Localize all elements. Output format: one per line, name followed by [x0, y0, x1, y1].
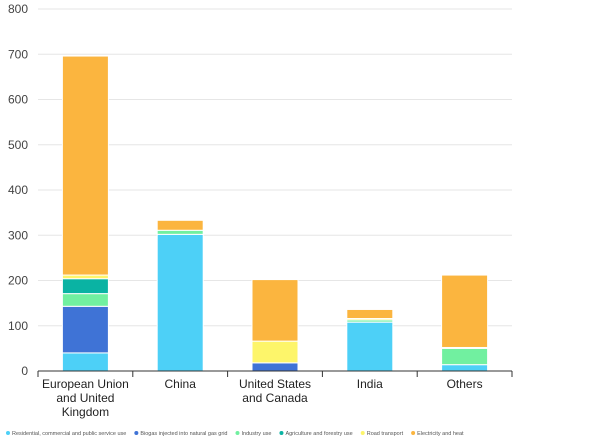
gridlines — [38, 8, 512, 327]
legend-label: Industry use — [241, 431, 271, 437]
y-tick-label: 500 — [8, 138, 28, 152]
x-category-label: United States and Canada — [239, 377, 311, 405]
bar-segment — [346, 321, 394, 372]
y-tick-label: 800 — [8, 2, 28, 16]
bar-segment — [441, 364, 489, 372]
bar-segment — [61, 278, 109, 295]
bars — [61, 55, 489, 372]
y-tick-label: 200 — [8, 274, 28, 288]
x-axis: European Union and United Kingdom China Unit… — [37, 370, 513, 419]
legend-swatch — [6, 431, 10, 435]
legend-swatch — [411, 431, 416, 435]
legend-swatch — [360, 431, 365, 435]
bar-segment — [156, 229, 204, 235]
legend: Residential, commercial and public servi… — [6, 431, 464, 437]
bar-segment — [156, 219, 204, 231]
legend-label: Biogas injected into natural gas grid — [140, 431, 227, 437]
bar-segment — [441, 274, 489, 348]
bar-segment — [61, 55, 109, 276]
x-category-label: India — [357, 377, 383, 391]
bar-segment — [441, 347, 489, 366]
legend-swatch — [134, 431, 139, 435]
legend-label: Road transport — [367, 431, 404, 437]
legend-label: Electricity and heat — [417, 431, 464, 437]
bar-segment — [61, 352, 109, 372]
legend-swatch — [279, 431, 284, 435]
y-tick-label: 700 — [8, 47, 28, 61]
bar-segment — [61, 293, 109, 307]
legend-label: Residential, commercial and public servi… — [12, 431, 126, 437]
bar-segment — [251, 362, 299, 372]
y-tick-label: 400 — [8, 183, 28, 197]
x-category-label: Others — [447, 377, 483, 391]
bar-segment — [156, 233, 204, 372]
y-tick-label: 300 — [8, 228, 28, 242]
y-tick-label: 600 — [8, 93, 28, 107]
legend-label: Agriculture and forestry use — [285, 431, 352, 437]
bar-segment — [61, 274, 109, 280]
x-category-label: China — [165, 377, 197, 391]
bar-segment — [251, 279, 299, 342]
y-tick-label: 0 — [21, 364, 28, 378]
x-category-label: European Union and United Kingdom — [42, 377, 129, 419]
bar-segment — [346, 308, 394, 320]
legend-swatch — [235, 431, 240, 435]
y-tick-label: 100 — [8, 319, 28, 333]
y-axis-ticks: 0 100 200 300 400 500 600 700 800 — [8, 2, 28, 378]
bar-segment — [251, 340, 299, 364]
bar-segment — [61, 305, 109, 354]
